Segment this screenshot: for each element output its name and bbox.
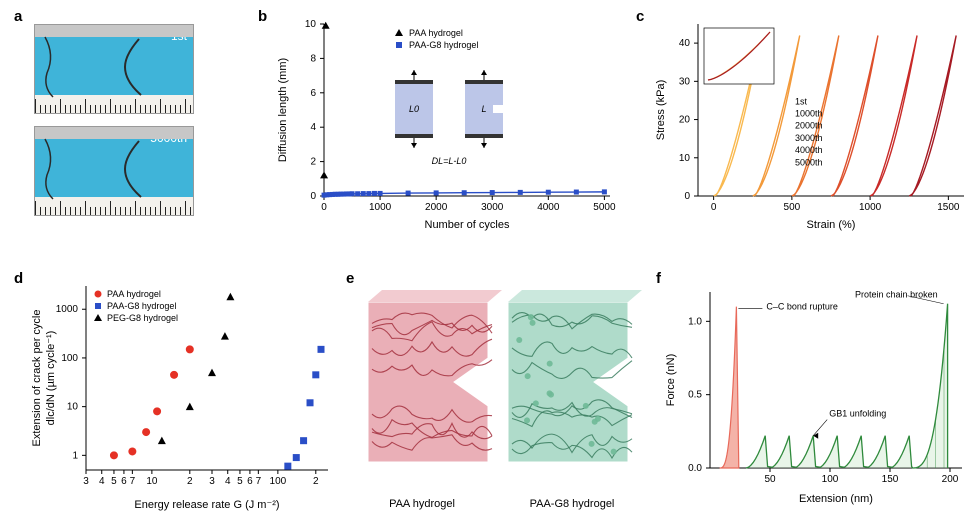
panel-f-chart: 50 100 150 200 0.0 0.5 1.0 Extension (nm) Force … [660, 278, 970, 508]
svg-text:100: 100 [270, 476, 287, 487]
svg-text:GB1 unfolding: GB1 unfolding [829, 409, 886, 419]
svg-text:3: 3 [209, 476, 215, 487]
svg-text:0: 0 [684, 191, 690, 202]
svg-text:1.0: 1.0 [688, 316, 702, 327]
svg-text:2: 2 [313, 476, 319, 487]
svg-text:0: 0 [711, 202, 717, 213]
svg-text:10: 10 [305, 19, 317, 30]
svg-text:6: 6 [247, 476, 253, 487]
panel-a-photo-5000th: 5000th [34, 126, 194, 216]
svg-text:Extension (nm): Extension (nm) [799, 493, 873, 505]
panel-a-photo-1st: 1st [34, 24, 194, 114]
svg-text:1000: 1000 [369, 202, 392, 213]
svg-text:1: 1 [72, 450, 78, 461]
svg-text:150: 150 [882, 474, 899, 485]
panel-label-c: c [636, 8, 644, 25]
svg-text:PAA-G8 hydrogel: PAA-G8 hydrogel [107, 301, 176, 311]
svg-text:DL=L-L0: DL=L-L0 [432, 156, 467, 166]
panel-c-chart: 0 500 1000 1500 0 10 20 30 40 Strain (%) Stress (k… [650, 14, 970, 234]
svg-text:5: 5 [111, 476, 117, 487]
svg-text:50: 50 [764, 474, 776, 485]
svg-text:dlc/dN (µm cycle⁻¹): dlc/dN (µm cycle⁻¹) [45, 331, 57, 426]
svg-text:10: 10 [67, 402, 79, 413]
svg-text:1500: 1500 [937, 202, 960, 213]
svg-text:PAA hydrogel: PAA hydrogel [107, 289, 161, 299]
svg-text:40: 40 [679, 38, 691, 49]
svg-text:2000th: 2000th [795, 121, 823, 131]
svg-text:3000: 3000 [481, 202, 504, 213]
panel-e-illustration [356, 282, 646, 492]
svg-text:Stress (kPa): Stress (kPa) [655, 80, 667, 141]
panel-label-e: e [346, 270, 354, 287]
svg-text:0: 0 [310, 191, 316, 202]
svg-text:Protein chain broken: Protein chain broken [855, 290, 938, 300]
panel-label-b: b [258, 8, 267, 25]
svg-text:4000: 4000 [537, 202, 560, 213]
svg-text:4: 4 [310, 122, 316, 133]
svg-text:2: 2 [187, 476, 193, 487]
svg-text:L: L [481, 104, 486, 114]
svg-text:PAA-G8 hydrogel: PAA-G8 hydrogel [409, 40, 478, 50]
svg-text:8: 8 [310, 53, 316, 64]
svg-text:200: 200 [942, 474, 959, 485]
svg-text:1000: 1000 [56, 304, 79, 315]
panel-e-caption-left: PAA hydrogel [372, 498, 472, 510]
svg-text:0.0: 0.0 [688, 463, 702, 474]
svg-text:10: 10 [146, 476, 158, 487]
svg-text:Extension of crack per cycle: Extension of crack per cycle [31, 310, 43, 447]
svg-text:PEG-G8 hydrogel: PEG-G8 hydrogel [107, 313, 178, 323]
svg-text:30: 30 [679, 76, 691, 87]
svg-text:L0: L0 [409, 104, 419, 114]
svg-text:5: 5 [237, 476, 243, 487]
svg-text:100: 100 [822, 474, 839, 485]
panel-label-d: d [14, 270, 23, 287]
svg-text:1st: 1st [795, 96, 808, 106]
svg-text:Strain (%): Strain (%) [807, 219, 856, 231]
svg-text:4: 4 [225, 476, 231, 487]
svg-text:4: 4 [99, 476, 105, 487]
panel-d-chart: 345671023456710021101001000Energy releas… [26, 276, 336, 516]
svg-text:1000: 1000 [859, 202, 882, 213]
svg-text:PAA hydrogel: PAA hydrogel [409, 28, 463, 38]
svg-text:0: 0 [321, 202, 327, 213]
svg-text:6: 6 [310, 88, 316, 99]
svg-text:500: 500 [784, 202, 801, 213]
svg-text:10: 10 [679, 153, 691, 164]
svg-text:C–C bond rupture: C–C bond rupture [766, 302, 838, 312]
svg-text:0.5: 0.5 [688, 390, 702, 401]
svg-text:3: 3 [83, 476, 89, 487]
svg-text:Number of cycles: Number of cycles [425, 219, 510, 231]
panel-b-chart: 0 1000 2000 3000 4000 5000 0 2 4 6 8 10 Number of cy… [270, 14, 620, 234]
svg-text:Force (nN): Force (nN) [665, 354, 677, 407]
svg-text:2: 2 [310, 157, 316, 168]
panel-e-caption-right: PAA-G8 hydrogel [512, 498, 632, 510]
svg-text:7: 7 [256, 476, 262, 487]
svg-text:1000th: 1000th [795, 108, 823, 118]
svg-text:Energy release rate G (J m⁻²): Energy release rate G (J m⁻²) [134, 499, 279, 511]
svg-text:7: 7 [130, 476, 136, 487]
svg-text:100: 100 [61, 353, 78, 364]
svg-text:2000: 2000 [425, 202, 448, 213]
svg-text:4000th: 4000th [795, 145, 823, 155]
svg-text:20: 20 [679, 115, 691, 126]
svg-text:6: 6 [121, 476, 127, 487]
svg-text:Diffusion length (mm): Diffusion length (mm) [277, 58, 289, 162]
svg-text:5000: 5000 [593, 202, 616, 213]
panel-label-a: a [14, 8, 22, 25]
svg-text:3000th: 3000th [795, 133, 823, 143]
svg-text:5000th: 5000th [795, 157, 823, 167]
